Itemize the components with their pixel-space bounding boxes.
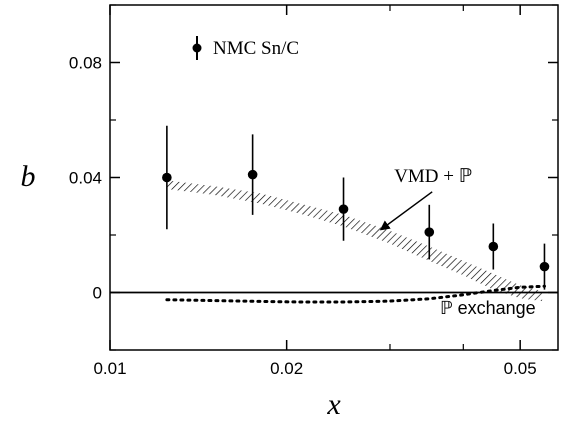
vmd-band-area: [166, 180, 543, 302]
y-tick-label: 0.08: [69, 54, 102, 73]
vmd-annotation: VMD + ℙ: [394, 166, 472, 187]
pomeron-exchange-curve: [165, 284, 546, 304]
y-tick-label: 0.04: [69, 169, 102, 188]
data-point: [338, 204, 349, 214]
legend-marker: [192, 43, 202, 53]
x-axis-title: x: [326, 388, 341, 421]
pomeron-exchange-annotation: ℙ exchange: [440, 298, 536, 318]
vmd-band: [166, 180, 543, 302]
data-point: [424, 227, 435, 237]
pomeron-exchange-line: [165, 284, 546, 304]
x-tick-label: 0.05: [504, 359, 537, 378]
data-point: [488, 241, 499, 252]
vmd-arrow: [379, 191, 433, 231]
nmc-data-points: [162, 125, 550, 290]
data-point: [539, 261, 550, 272]
axis-ticks: 0 0.04 0.08 0.01 0.02 0.05: [69, 4, 558, 378]
data-point: [247, 169, 258, 180]
x-tick-label: 0.02: [270, 359, 303, 378]
y-tick-label: 0: [93, 284, 102, 303]
x-tick-label: 0.01: [93, 359, 126, 378]
y-axis-title: b: [21, 160, 36, 193]
legend: NMC Sn/C: [192, 36, 299, 60]
legend-label: NMC Sn/C: [213, 38, 299, 59]
data-point: [162, 172, 172, 183]
